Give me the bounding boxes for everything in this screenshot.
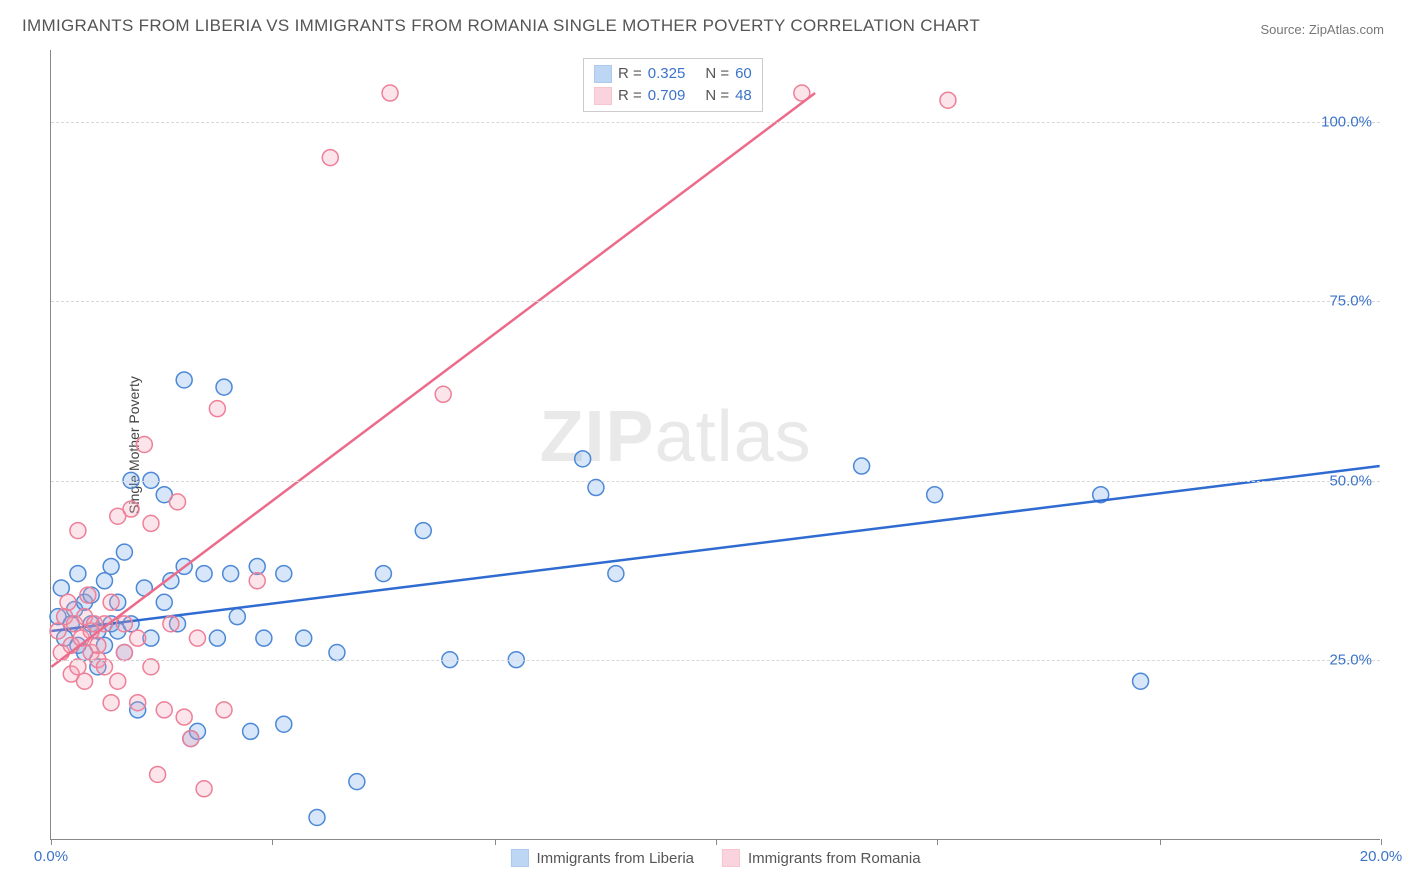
data-point — [156, 594, 172, 610]
x-tick — [716, 839, 717, 845]
data-point — [123, 501, 139, 517]
source-credit: Source: ZipAtlas.com — [1260, 22, 1384, 37]
data-point — [80, 587, 96, 603]
legend-stat-row: R = 0.325N = 60 — [594, 63, 752, 85]
data-point — [209, 401, 225, 417]
gridline — [51, 481, 1380, 482]
data-point — [196, 566, 212, 582]
gridline — [51, 122, 1380, 123]
trend-line — [51, 93, 815, 667]
data-point — [163, 616, 179, 632]
data-point — [103, 558, 119, 574]
data-point — [415, 523, 431, 539]
data-point — [940, 92, 956, 108]
data-point — [53, 580, 69, 596]
legend-swatch — [594, 87, 612, 105]
data-point — [349, 774, 365, 790]
x-tick — [272, 839, 273, 845]
y-tick-label: 100.0% — [1321, 113, 1372, 130]
data-point — [103, 594, 119, 610]
data-point — [608, 566, 624, 582]
data-point — [229, 609, 245, 625]
data-point — [309, 809, 325, 825]
data-point — [116, 544, 132, 560]
data-point — [249, 573, 265, 589]
data-point — [216, 702, 232, 718]
data-point — [575, 451, 591, 467]
x-tick-label: 20.0% — [1360, 848, 1403, 865]
x-tick — [1381, 839, 1382, 845]
legend-series: Immigrants from Liberia Immigrants from R… — [510, 849, 920, 867]
data-point — [382, 85, 398, 101]
data-point — [170, 494, 186, 510]
data-point — [96, 573, 112, 589]
data-point — [183, 731, 199, 747]
legend-stat-row: R = 0.709N = 48 — [594, 85, 752, 107]
legend-series-label: Immigrants from Liberia — [536, 850, 694, 867]
legend-series-label: Immigrants from Romania — [748, 850, 921, 867]
trend-line — [51, 466, 1379, 631]
data-point — [375, 566, 391, 582]
gridline — [51, 301, 1380, 302]
x-tick — [937, 839, 938, 845]
legend-series-item: Immigrants from Romania — [722, 849, 921, 867]
data-point — [50, 623, 66, 639]
data-point — [150, 766, 166, 782]
data-point — [156, 702, 172, 718]
data-point — [143, 515, 159, 531]
data-point — [588, 480, 604, 496]
data-point — [77, 673, 93, 689]
legend-series-item: Immigrants from Liberia — [510, 849, 694, 867]
data-point — [176, 372, 192, 388]
data-point — [276, 716, 292, 732]
data-point — [435, 386, 451, 402]
data-point — [189, 630, 205, 646]
data-point — [249, 558, 265, 574]
y-tick-label: 50.0% — [1329, 472, 1372, 489]
data-point — [256, 630, 272, 646]
chart-plot-area: Single Mother Poverty ZIPatlas R = 0.325… — [50, 50, 1380, 840]
y-tick-label: 25.0% — [1329, 652, 1372, 669]
data-point — [322, 150, 338, 166]
data-point — [130, 630, 146, 646]
data-point — [110, 673, 126, 689]
data-point — [276, 566, 292, 582]
legend-swatch — [594, 65, 612, 83]
x-tick-label: 0.0% — [34, 848, 68, 865]
data-point — [927, 487, 943, 503]
data-point — [223, 566, 239, 582]
legend-stats-box: R = 0.325N = 60R = 0.709N = 48 — [583, 58, 763, 112]
data-point — [70, 566, 86, 582]
data-point — [243, 723, 259, 739]
data-point — [196, 781, 212, 797]
scatter-svg — [51, 50, 1380, 839]
data-point — [116, 645, 132, 661]
x-tick — [1160, 839, 1161, 845]
data-point — [216, 379, 232, 395]
data-point — [60, 594, 76, 610]
data-point — [116, 616, 132, 632]
data-point — [329, 645, 345, 661]
legend-swatch — [510, 849, 528, 867]
data-point — [90, 637, 106, 653]
data-point — [209, 630, 225, 646]
gridline — [51, 660, 1380, 661]
data-point — [296, 630, 312, 646]
data-point — [854, 458, 870, 474]
legend-swatch — [722, 849, 740, 867]
x-tick — [495, 839, 496, 845]
data-point — [136, 437, 152, 453]
data-point — [1133, 673, 1149, 689]
y-tick-label: 75.0% — [1329, 293, 1372, 310]
data-point — [176, 709, 192, 725]
data-point — [130, 695, 146, 711]
chart-title: IMMIGRANTS FROM LIBERIA VS IMMIGRANTS FR… — [22, 16, 980, 36]
x-tick — [51, 839, 52, 845]
data-point — [70, 523, 86, 539]
data-point — [103, 695, 119, 711]
